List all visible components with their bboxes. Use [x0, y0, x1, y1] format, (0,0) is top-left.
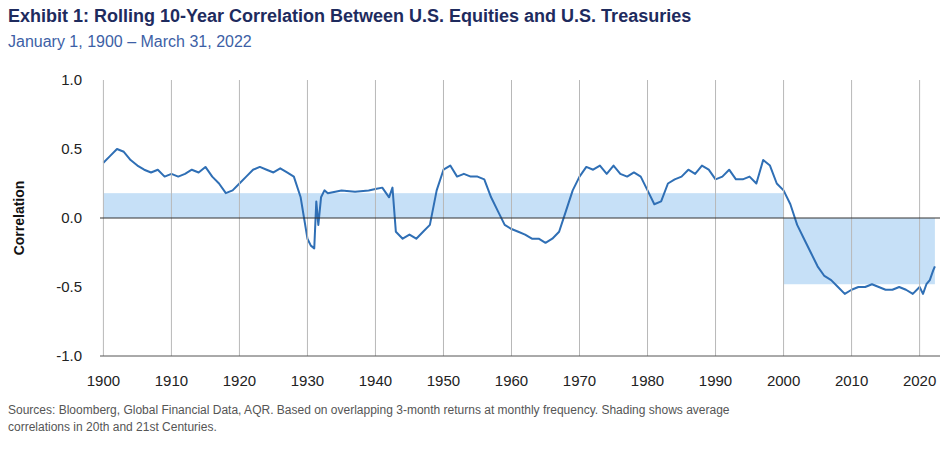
x-tick-label: 1930 [291, 372, 324, 389]
plot-data [103, 149, 935, 294]
chart-root: Exhibit 1: Rolling 10-Year Correlation B… [0, 0, 952, 452]
source-note: Sources: Bloomberg, Global Financial Dat… [8, 403, 730, 417]
chart: Exhibit 1: Rolling 10-Year Correlation B… [0, 0, 952, 452]
correlation-line [103, 149, 935, 294]
x-tick-label: 1940 [359, 372, 392, 389]
x-axis-line [100, 356, 940, 357]
x-tick-label: 2010 [835, 372, 868, 389]
y-tick-label: 0.5 [61, 140, 82, 157]
title: Exhibit 1: Rolling 10-Year Correlation B… [8, 6, 691, 26]
source-note: correlations in 20th and 21st Centuries. [8, 420, 217, 434]
x-tick-label: 1990 [699, 372, 732, 389]
y-tick [96, 149, 100, 150]
x-tick-label: 1920 [223, 372, 256, 389]
y-tick [96, 218, 100, 219]
y-tick [96, 80, 100, 81]
zero-line [100, 218, 940, 219]
x-tick-label: 1910 [155, 372, 188, 389]
average-shading [784, 218, 935, 284]
subtitle: January 1, 1900 – March 31, 2022 [8, 33, 252, 50]
y-tick-label: -0.5 [56, 278, 82, 295]
y-tick-label: 1.0 [61, 71, 82, 88]
y-tick-label: -1.0 [56, 347, 82, 364]
y-tick-label: 0.0 [61, 209, 82, 226]
x-tick-label: 1970 [563, 372, 596, 389]
x-tick-label: 1950 [427, 372, 460, 389]
x-tick-label: 1980 [631, 372, 664, 389]
x-tick-label: 1900 [87, 372, 120, 389]
x-tick-label: 2000 [767, 372, 800, 389]
y-tick [96, 356, 100, 357]
x-tick-label: 2020 [903, 372, 936, 389]
y-tick [96, 287, 100, 288]
x-tick-label: 1960 [495, 372, 528, 389]
y-axis-label: Correlation [11, 181, 27, 256]
